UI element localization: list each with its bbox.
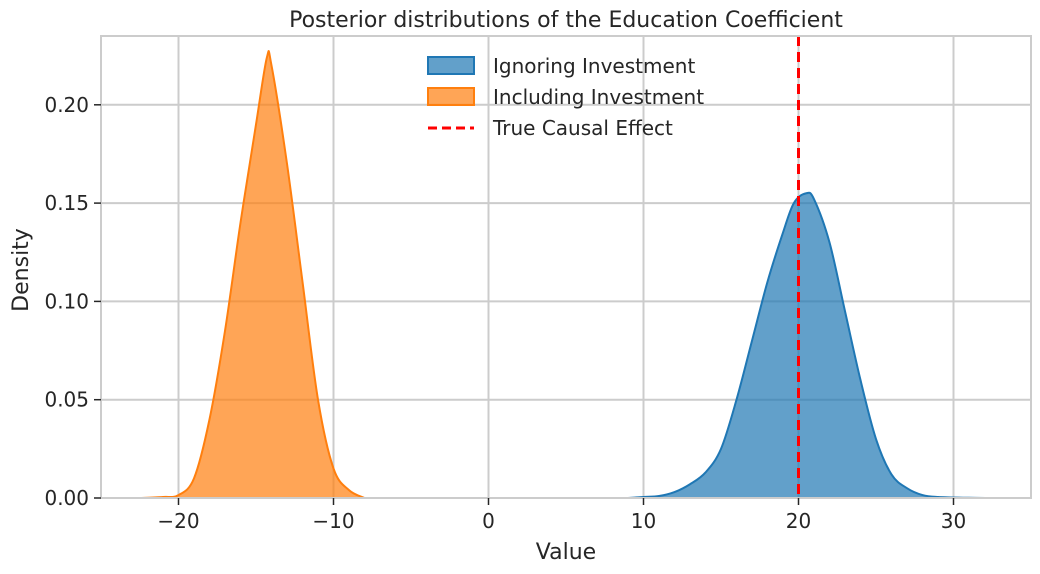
legend-label-ignoring-investment: Ignoring Investment [493,54,695,78]
density-outline-ignoring-investment [627,191,990,499]
legend-label-true-causal-effect: True Causal Effect [492,116,673,140]
x-axis-label: Value [536,540,596,565]
x-tick-label: 20 [786,509,811,533]
density-area-including-investment [139,51,365,498]
density-area-ignoring-investment [628,192,990,498]
legend-label-including-investment: Including Investment [493,85,704,109]
chart-title: Posterior distributions of the Education… [289,8,843,33]
x-tick-label: 10 [631,509,656,533]
plot-frame [100,35,1032,499]
x-tick-label: −10 [312,509,354,533]
series-layer [139,50,990,499]
x-tick-label: 30 [941,509,966,533]
legend-swatch-ignoring-investment [427,56,475,75]
y-tick-label: 0.00 [44,486,89,510]
density-outline-including-investment [139,50,365,499]
legend-swatch-including-investment [427,87,475,106]
tick-layer: −20 −10 0 10 20 30 0.00 0.05 0.10 0.15 0.20 [44,93,966,533]
y-tick-label: 0.05 [44,388,89,412]
x-tick-label: 0 [482,509,495,533]
y-tick-label: 0.10 [44,289,89,313]
x-tick-label: −20 [157,509,199,533]
y-tick-label: 0.15 [44,191,89,215]
y-tick-label: 0.20 [44,93,89,117]
legend: Ignoring Investment Including Investment… [427,54,704,140]
y-axis-label: Density [9,228,34,312]
